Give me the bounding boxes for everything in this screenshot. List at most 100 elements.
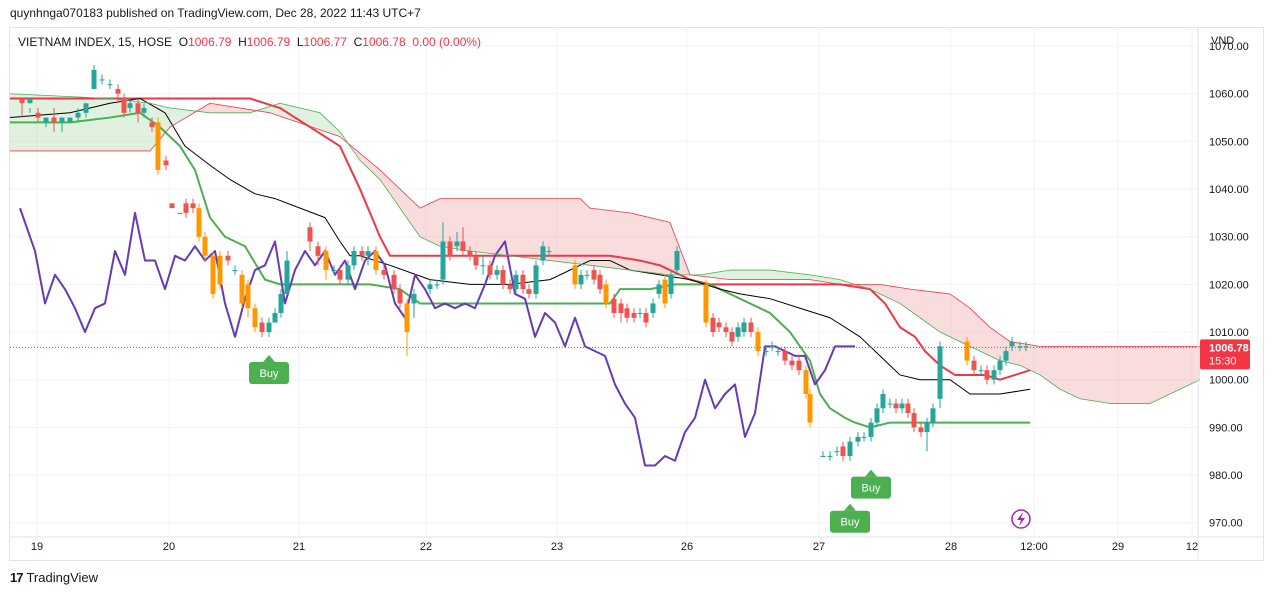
candle (427, 279, 433, 294)
candle-body (434, 284, 440, 286)
candle-body (107, 84, 113, 86)
x-tick-label: 22 (420, 541, 432, 553)
candle-body (578, 274, 584, 285)
cloud-segment (908, 288, 910, 311)
cloud-segment (1132, 346, 1134, 404)
footer-brand[interactable]: 17 TradingView (10, 570, 98, 585)
candle (259, 317, 265, 337)
candle (494, 265, 500, 280)
candle (656, 279, 662, 299)
cloud-segment (166, 107, 168, 132)
cloud-segment (90, 97, 92, 151)
cloud-segment (812, 275, 814, 281)
candle (391, 270, 397, 294)
cloud-segment (980, 317, 982, 353)
cloud-segment (326, 118, 328, 133)
cloud-segment (740, 270, 742, 280)
cloud-segment (664, 220, 666, 275)
cloud-segment (210, 103, 212, 113)
cloud-segment (1060, 346, 1062, 391)
cloud-segment (900, 287, 902, 305)
cloud-segment (724, 270, 726, 280)
cloud-segment (376, 166, 378, 178)
cloud-segment (796, 273, 798, 280)
candle (397, 284, 403, 309)
cloud-segment (924, 290, 926, 323)
cloud-segment (532, 198, 534, 259)
cloud-segment (62, 96, 64, 151)
cloud-segment (116, 99, 118, 151)
cloud-segment (1102, 346, 1104, 403)
cloud-segment (402, 190, 404, 214)
cloud-segment (584, 202, 586, 265)
candle-body (91, 69, 97, 89)
buy-marker-badge (249, 362, 289, 385)
cloud-segment (332, 124, 334, 135)
span-a-line (9, 93, 1201, 404)
candle-body (763, 351, 769, 353)
cloud-segment (56, 95, 58, 151)
cloud-segment (904, 288, 906, 308)
candle-body (27, 98, 33, 104)
cloud-segment (744, 270, 746, 280)
cloud-segment (548, 198, 550, 261)
candle (43, 117, 49, 128)
candle (434, 279, 440, 290)
symbol-label[interactable]: VIETNAM INDEX, 15, HOSE (18, 35, 173, 49)
cloud-segment (264, 107, 266, 113)
candle-body (373, 251, 379, 271)
cloud-segment (640, 215, 642, 272)
cloud-segment (238, 107, 240, 113)
cloud-segment (186, 109, 188, 118)
cloud-segment (180, 109, 182, 122)
cloud-segment (582, 200, 584, 265)
cloud-segment (458, 198, 460, 250)
cloud-segment (800, 273, 802, 280)
cloud-segment (318, 112, 320, 130)
currency-label: VND (1211, 35, 1235, 47)
cloud-segment (714, 272, 716, 278)
cloud-segment (228, 106, 230, 113)
y-tick-label: 970.00 (1209, 518, 1243, 530)
candle (245, 279, 251, 318)
cloud-segment (914, 289, 916, 315)
candle-body (584, 274, 590, 276)
cloud-segment (328, 120, 330, 134)
cloud-segment (726, 270, 728, 280)
cloud-segment (794, 272, 796, 280)
candle-body (315, 246, 321, 256)
cloud-segment (324, 116, 326, 132)
cloud-segment (510, 198, 512, 257)
candle (35, 108, 41, 123)
y-tick-label: 1010.00 (1209, 327, 1249, 339)
cloud-segment (934, 292, 936, 330)
cloud-segment (982, 319, 984, 354)
cloud-segment (422, 206, 424, 239)
candle (337, 265, 343, 285)
cloud-segment (896, 286, 898, 303)
candle-body (1017, 346, 1023, 348)
base-line-line (9, 97, 1031, 395)
candle (710, 312, 716, 337)
candle-body (769, 346, 775, 348)
candle-body (381, 270, 387, 275)
candle-body (847, 441, 853, 456)
low-value: 1006.77 (303, 35, 347, 49)
candle-body (861, 436, 867, 438)
cloud-segment (1098, 346, 1100, 402)
cloud-segment (1182, 346, 1184, 389)
cloud-segment (432, 201, 434, 244)
candle-body (345, 265, 351, 280)
candle (520, 270, 526, 294)
candle-body (149, 122, 155, 128)
cloud-segment (556, 198, 558, 262)
cloud-segment (1152, 346, 1154, 403)
x-tick-label: 19 (31, 541, 43, 553)
candle (729, 327, 735, 347)
candle-body (597, 274, 603, 290)
candle-body (656, 284, 662, 294)
cloud-segment (308, 109, 310, 127)
chart-frame[interactable] (9, 27, 1264, 561)
candle-body (480, 265, 486, 267)
